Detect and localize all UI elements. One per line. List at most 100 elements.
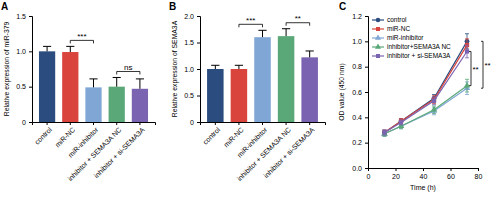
tick-mark [29, 122, 32, 123]
tick-mark [93, 122, 94, 125]
y-axis-title: OD value (450 nm) [338, 63, 346, 120]
error-bar [432, 97, 436, 105]
tick-label: 60 [447, 173, 455, 180]
legend-marker [376, 18, 381, 23]
x-axis-line [369, 169, 479, 172]
bar [62, 52, 78, 122]
tick-mark [70, 122, 71, 125]
tick-label: 1.2 [352, 13, 362, 20]
legend-label: miR-NC [387, 25, 410, 32]
bar [132, 89, 148, 122]
tick: control [201, 122, 221, 146]
legend: controlmiR-NCmiR-inhibitorinhibitor+SEMA… [372, 16, 451, 59]
error-bar [306, 51, 314, 57]
tick: 0 [190, 119, 200, 126]
y-axis-line [197, 17, 201, 123]
tick-mark [365, 41, 368, 42]
tick-mark [238, 122, 239, 125]
point [399, 119, 404, 124]
tick-label: inhibitor + si-SEMA3A [93, 126, 146, 179]
tick-label: 1.0 [352, 38, 362, 45]
tick-label: 1.5 [16, 13, 26, 20]
tick: 1.5 [16, 13, 32, 20]
bar [301, 57, 318, 122]
error-cap [383, 136, 387, 137]
tick-mark [197, 96, 200, 97]
tick: miR-NC [222, 122, 245, 149]
tick-label: 0 [190, 119, 194, 126]
x-axis-title: Time (h) [410, 184, 436, 192]
error-cap [383, 130, 387, 131]
tick-mark [197, 122, 200, 123]
point [431, 106, 437, 112]
series-line [385, 41, 468, 132]
error-cap [465, 33, 469, 34]
point [432, 99, 436, 103]
significance-label: ** [473, 65, 479, 74]
error-bar [383, 130, 387, 135]
error-cap [383, 130, 387, 131]
tick-mark [29, 16, 32, 17]
bar [207, 69, 224, 122]
marks [381, 34, 470, 137]
tick-mark [365, 168, 368, 169]
error-cap [465, 45, 469, 46]
error-bar [432, 96, 436, 104]
tick: 1.2 [352, 13, 368, 20]
error-cap [383, 135, 387, 136]
legend-item: miR-inhibitor [372, 34, 424, 41]
tick-label: 0 [22, 119, 26, 126]
error-cap [432, 104, 436, 105]
tick: 1.0 [352, 38, 368, 45]
tick-label: miR-NC [222, 126, 245, 149]
error-cap [89, 78, 97, 79]
tick-label: 0.5 [184, 92, 194, 99]
tick-mark [29, 51, 32, 52]
error-cap [66, 46, 74, 47]
error-cap [465, 57, 469, 58]
tick: 0.0 [352, 165, 368, 172]
error-cap [465, 38, 469, 39]
significance-label: ** [295, 14, 301, 23]
series-line [385, 86, 468, 134]
error-stem [139, 79, 140, 89]
error-bar [383, 130, 387, 135]
tick-mark [197, 16, 200, 17]
error-bar [136, 79, 144, 89]
y-axis: 00.51.01.5 [16, 13, 32, 126]
tick-mark [396, 168, 397, 171]
y-axis-line [365, 17, 369, 169]
error-stem [286, 29, 287, 36]
tick: 1.0 [184, 66, 200, 73]
panel-label: B [169, 1, 176, 12]
x-axis-line [201, 123, 326, 126]
y-axis: 00.51.01.52.0 [184, 13, 200, 126]
tick: 0 [367, 168, 371, 180]
tick-label: control [201, 126, 221, 146]
tick: 80 [475, 168, 483, 180]
tick-label: 0 [367, 173, 371, 180]
error-cap [432, 94, 436, 95]
significance-label: ns [124, 63, 132, 72]
error-cap [399, 124, 403, 125]
error-bar [399, 119, 403, 124]
error-cap [383, 136, 387, 137]
legend-marker [375, 43, 381, 48]
point [382, 130, 386, 134]
tick: miR-NC [54, 122, 77, 149]
tick-mark [365, 143, 368, 144]
tick-label: 0.4 [352, 114, 362, 121]
error-cap [399, 118, 403, 119]
error-bar [235, 65, 243, 69]
figure: ARelative expression of miR-37900.51.01.… [0, 0, 500, 202]
error-cap [432, 114, 436, 115]
tick: 0.5 [16, 83, 32, 90]
error-stem [262, 30, 263, 37]
error-cap [432, 95, 436, 96]
error-cap [465, 92, 469, 93]
error-cap [383, 135, 387, 136]
x-axis: controlmiR-NCmiR-inhibitorinhibitor + SE… [201, 122, 326, 182]
bar [85, 87, 101, 122]
error-bar [399, 119, 403, 124]
tick: 20 [392, 168, 400, 180]
